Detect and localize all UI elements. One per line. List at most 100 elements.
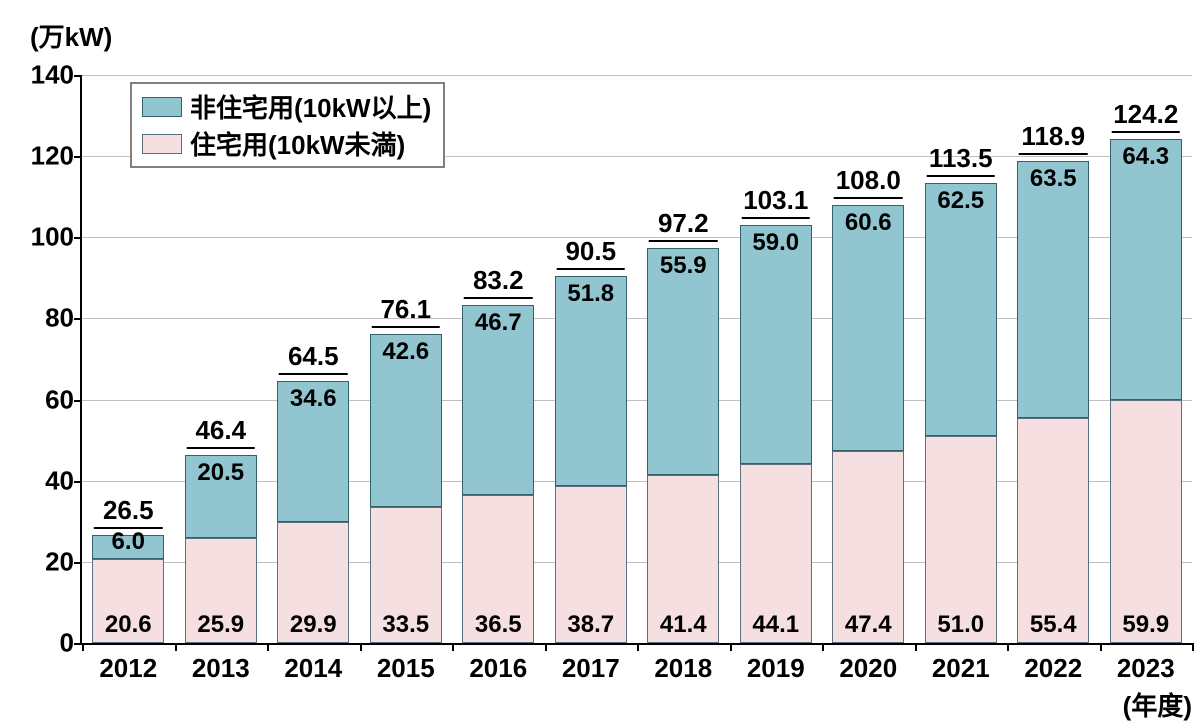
x-tick-label: 2023 <box>1117 653 1175 684</box>
y-tick-label: 120 <box>31 141 74 172</box>
x-tick-mark <box>82 643 84 651</box>
legend-item: 非住宅用(10kW以上) <box>142 88 431 125</box>
bar-total-underline <box>464 297 533 299</box>
y-tick-label: 40 <box>45 465 74 496</box>
bar-value-label: 34.6 <box>290 385 337 413</box>
bar-value-label: 59.9 <box>1122 611 1169 639</box>
y-tick-label: 80 <box>45 303 74 334</box>
bar-total-underline <box>649 240 718 242</box>
bar-segment-residential <box>1110 400 1182 643</box>
x-tick-mark <box>267 643 269 651</box>
x-tick-label: 2013 <box>192 653 250 684</box>
x-tick-mark <box>452 643 454 651</box>
bar-total-label: 108.0 <box>836 165 901 196</box>
y-tick-label: 0 <box>60 628 74 659</box>
bar-value-label: 33.5 <box>382 611 429 639</box>
legend-swatch <box>142 97 182 117</box>
bar-value-label: 63.5 <box>1030 165 1077 193</box>
bar-value-label: 38.7 <box>567 611 614 639</box>
y-tick-mark <box>74 562 82 564</box>
bar-total-underline <box>94 527 163 529</box>
legend-label: 住宅用(10kW未満) <box>190 125 405 162</box>
y-tick-label: 60 <box>45 384 74 415</box>
y-tick-mark <box>74 643 82 645</box>
x-tick-label: 2021 <box>932 653 990 684</box>
bar-value-label: 47.4 <box>845 611 892 639</box>
bar-value-label: 51.0 <box>937 611 984 639</box>
x-tick-mark <box>1007 643 1009 651</box>
bar-segment-non_residential <box>1110 139 1182 400</box>
bar-segment-non_residential <box>647 248 719 475</box>
y-tick-mark <box>74 237 82 239</box>
y-tick-label: 140 <box>31 60 74 91</box>
x-tick-label: 2014 <box>284 653 342 684</box>
y-tick-mark <box>74 156 82 158</box>
y-tick-label: 20 <box>45 546 74 577</box>
x-tick-mark <box>1100 643 1102 651</box>
bar-total-underline <box>1019 153 1088 155</box>
bar-segment-non_residential <box>740 225 812 464</box>
bar-total-label: 97.2 <box>658 208 709 239</box>
x-tick-mark <box>822 643 824 651</box>
y-tick-mark <box>74 400 82 402</box>
x-tick-label: 2016 <box>469 653 527 684</box>
bar-value-label: 20.6 <box>105 611 152 639</box>
bar-value-label: 64.3 <box>1122 143 1169 171</box>
bar-total-label: 64.5 <box>288 341 339 372</box>
bar-segment-non_residential <box>1017 161 1089 419</box>
bar-value-label: 62.5 <box>937 187 984 215</box>
bar-value-label: 55.4 <box>1030 611 1077 639</box>
y-axis-title: (万kW) <box>30 17 112 54</box>
bar-value-label: 36.5 <box>475 611 522 639</box>
bar-segment-non_residential <box>832 205 904 451</box>
gridline <box>82 75 1192 76</box>
chart-container: (万kW) 02040608010012014020.66.026.520122… <box>0 0 1200 727</box>
bar-segment-residential <box>1017 418 1089 643</box>
bar-value-label: 46.7 <box>475 309 522 337</box>
bar-total-underline <box>834 197 903 199</box>
legend-swatch <box>142 134 182 154</box>
bar-total-underline <box>1111 131 1180 133</box>
y-tick-mark <box>74 481 82 483</box>
bar-total-underline <box>279 373 348 375</box>
bar-value-label: 29.9 <box>290 611 337 639</box>
x-tick-mark <box>1192 643 1194 651</box>
x-tick-label: 2020 <box>839 653 897 684</box>
y-tick-mark <box>74 318 82 320</box>
bar-value-label: 60.6 <box>845 209 892 237</box>
bar-value-label: 6.0 <box>112 528 145 556</box>
bar-total-label: 113.5 <box>929 143 993 174</box>
x-axis-title: (年度) <box>1123 686 1192 723</box>
x-tick-label: 2017 <box>562 653 620 684</box>
bar-total-label: 103.1 <box>743 185 808 216</box>
bar-value-label: 44.1 <box>752 611 799 639</box>
x-tick-mark <box>730 643 732 651</box>
bar-total-label: 26.5 <box>103 495 154 526</box>
legend: 非住宅用(10kW以上)住宅用(10kW未満) <box>130 82 445 168</box>
bar-total-underline <box>371 326 440 328</box>
bar-total-underline <box>556 268 625 270</box>
x-tick-label: 2018 <box>654 653 712 684</box>
legend-label: 非住宅用(10kW以上) <box>190 88 431 125</box>
bar-value-label: 20.5 <box>197 459 244 487</box>
bar-segment-non_residential <box>925 183 997 437</box>
bar-total-label: 83.2 <box>473 265 524 296</box>
bar-total-label: 118.9 <box>1021 121 1085 152</box>
bar-total-label: 46.4 <box>195 415 246 446</box>
bar-total-label: 90.5 <box>565 236 616 267</box>
bar-value-label: 41.4 <box>660 611 707 639</box>
bar-value-label: 55.9 <box>660 252 707 280</box>
bar-value-label: 59.0 <box>752 229 799 257</box>
y-tick-label: 100 <box>31 222 74 253</box>
bar-value-label: 51.8 <box>567 280 614 308</box>
bar-total-underline <box>741 217 810 219</box>
legend-item: 住宅用(10kW未満) <box>142 125 431 162</box>
x-tick-label: 2022 <box>1024 653 1082 684</box>
bar-value-label: 25.9 <box>197 611 244 639</box>
x-tick-mark <box>360 643 362 651</box>
bar-total-underline <box>186 447 255 449</box>
bar-total-label: 124.2 <box>1113 99 1178 130</box>
x-tick-mark <box>915 643 917 651</box>
x-tick-mark <box>545 643 547 651</box>
y-tick-mark <box>74 75 82 77</box>
